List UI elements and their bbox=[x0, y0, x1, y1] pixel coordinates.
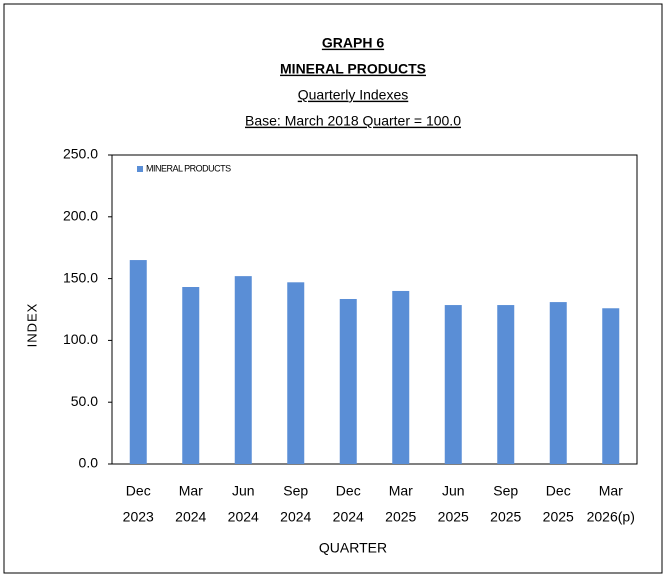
x-tick-label: Dec bbox=[126, 483, 151, 499]
chart-subtitle: MINERAL PRODUCTS bbox=[280, 61, 426, 77]
bar bbox=[234, 276, 252, 464]
x-tick-label: 2024 bbox=[333, 509, 364, 525]
x-tick-label: 2023 bbox=[123, 509, 154, 525]
bar bbox=[287, 282, 305, 464]
bar bbox=[444, 305, 462, 464]
y-tick-label: 150.0 bbox=[63, 269, 98, 285]
x-tick-label: Jun bbox=[232, 483, 255, 499]
x-tick-label: Mar bbox=[389, 483, 413, 499]
bar bbox=[182, 287, 200, 464]
x-tick-label: 2026(p) bbox=[587, 509, 635, 525]
x-tick-label: Dec bbox=[546, 483, 571, 499]
legend-swatch bbox=[137, 166, 143, 172]
x-tick-label: Mar bbox=[179, 483, 203, 499]
bar bbox=[129, 260, 147, 464]
x-tick-label: Sep bbox=[493, 483, 518, 499]
x-tick-label: 2024 bbox=[175, 509, 206, 525]
plot-area bbox=[111, 154, 638, 465]
x-tick-label: Dec bbox=[336, 483, 361, 499]
bar bbox=[339, 298, 357, 464]
y-tick-label: 50.0 bbox=[71, 393, 98, 409]
chart-title: GRAPH 6 bbox=[322, 35, 384, 51]
legend-label: MINERAL PRODUCTS bbox=[146, 163, 231, 173]
y-axis-label: INDEX bbox=[24, 303, 39, 348]
bar bbox=[392, 290, 410, 464]
y-tick-label: 100.0 bbox=[63, 331, 98, 347]
x-tick-label: 2024 bbox=[280, 509, 311, 525]
bar bbox=[497, 305, 515, 464]
x-tick-label: Jun bbox=[442, 483, 465, 499]
x-tick-label: Sep bbox=[283, 483, 308, 499]
annotation: Quarterly Indexes bbox=[298, 87, 409, 103]
x-tick-label: 2024 bbox=[228, 509, 259, 525]
x-tick-label: 2025 bbox=[490, 509, 521, 525]
bar bbox=[602, 308, 620, 464]
frame bbox=[3, 3, 663, 574]
x-axis-label: QUARTER bbox=[319, 540, 387, 556]
y-tick-label: 0.0 bbox=[79, 455, 99, 471]
y-tick-label: 200.0 bbox=[63, 208, 98, 224]
bar bbox=[549, 302, 567, 464]
x-tick-label: 2025 bbox=[438, 509, 469, 525]
x-tick-label: 2025 bbox=[543, 509, 574, 525]
x-tick-label: 2025 bbox=[385, 509, 416, 525]
annotation: Base: March 2018 Quarter = 100.0 bbox=[245, 113, 461, 129]
y-tick-label: 250.0 bbox=[63, 146, 98, 162]
x-tick-label: Mar bbox=[599, 483, 623, 499]
